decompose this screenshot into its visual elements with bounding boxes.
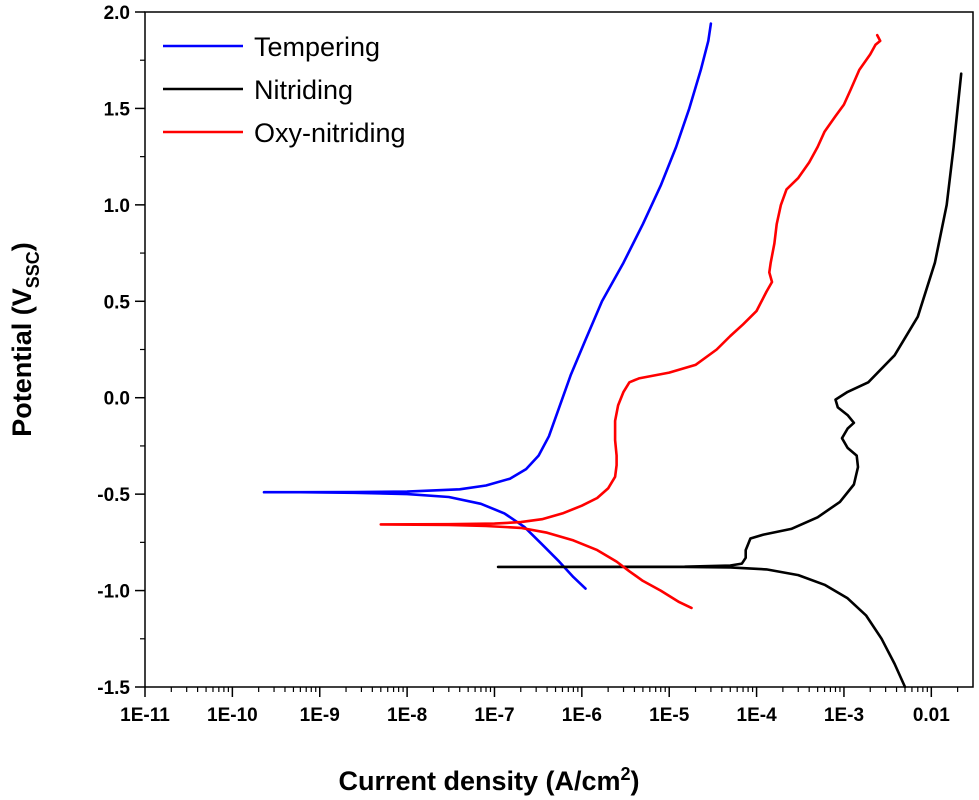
plot-frame: [144, 11, 974, 688]
axis-layer: 1E-11 1E-10 1E-9 1E-8 1E-7 1E-6 1E-5 1E-4 1E-3 0.…: [97, 3, 959, 726]
series-line-nitriding: [496, 72, 963, 689]
x-tick-label: 1E-6: [562, 705, 602, 726]
x-tick-label: 1E-11: [120, 705, 170, 726]
x-tick-label: 1E-4: [737, 705, 778, 726]
series-layer: [262, 22, 963, 689]
y-tick-label: -0.5: [97, 485, 130, 506]
legend-label-nitriding: Nitriding: [254, 75, 353, 105]
y-tick-label: -1.0: [97, 582, 130, 603]
y-tick-label: 1.5: [104, 99, 131, 120]
y-tick-label: 0.0: [104, 389, 130, 410]
x-tick-label: 1E-10: [207, 705, 258, 726]
y-tick-label: 2.0: [104, 3, 130, 24]
x-tick-label: 1E-5: [649, 705, 690, 726]
y-tick-label: 0.5: [104, 292, 131, 313]
axis-titles: Current density (A/cm2) Potential (VSSC): [7, 242, 640, 796]
y-tick-label: -1.5: [97, 678, 130, 699]
x-tick-label: 1E-8: [387, 705, 427, 726]
legend-label-tempering: Tempering: [254, 32, 380, 62]
x-axis-title: Current density (A/cm2): [338, 764, 639, 796]
legend-label-oxy-nitriding: Oxy-nitriding: [254, 118, 406, 148]
x-tick-label: 0.01: [913, 705, 950, 726]
x-tick-label: 1E-3: [824, 705, 864, 726]
y-axis-title: Potential (VSSC): [7, 242, 43, 437]
series-line-tempering: [262, 22, 713, 590]
series-line-oxy-nitriding: [379, 33, 882, 610]
y-tick-label: 1.0: [104, 196, 130, 217]
x-tick-label: 1E-7: [474, 705, 514, 726]
x-tick-label: 1E-9: [300, 705, 340, 726]
plot-area: [144, 11, 974, 688]
legend: Tempering Nitriding Oxy-nitriding: [163, 32, 406, 148]
